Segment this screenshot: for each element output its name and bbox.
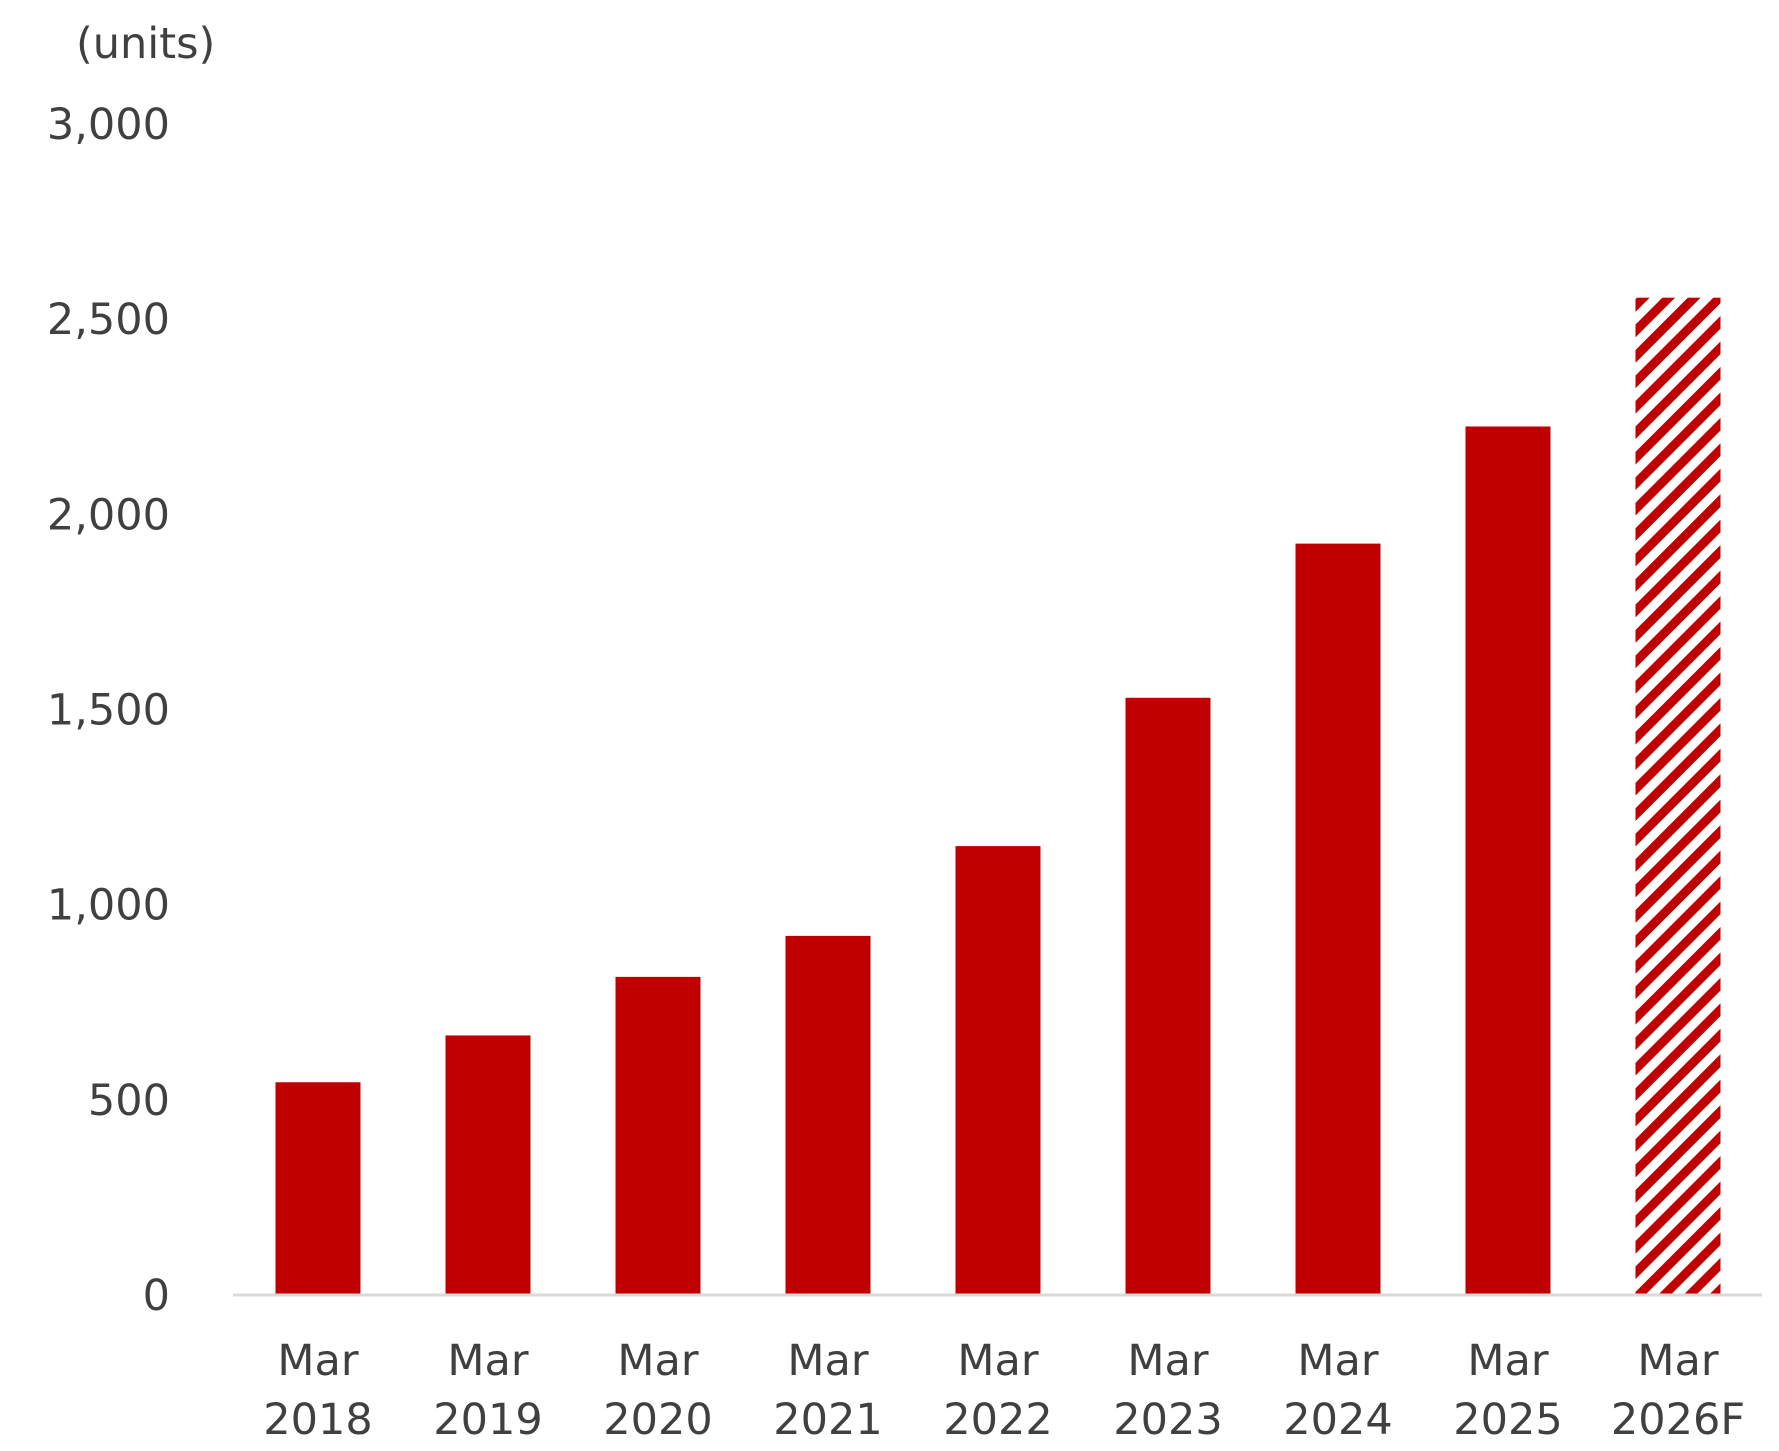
x-tick-label-month: Mar bbox=[1127, 1336, 1208, 1386]
x-tick-label-year: 2021 bbox=[773, 1395, 882, 1445]
y-tick-label: 0 bbox=[143, 1271, 170, 1321]
bar bbox=[955, 846, 1041, 1295]
bar bbox=[615, 976, 701, 1295]
x-tick-label-year: 2020 bbox=[603, 1395, 712, 1445]
x-tick-label-year: 2024 bbox=[1283, 1395, 1392, 1445]
y-tick-label: 500 bbox=[88, 1076, 170, 1126]
unit-label: (units) bbox=[76, 19, 215, 69]
y-tick-label: 3,000 bbox=[47, 100, 170, 150]
bar bbox=[785, 935, 871, 1295]
x-tick-label-year: 2023 bbox=[1113, 1395, 1222, 1445]
bar bbox=[1465, 426, 1551, 1296]
x-tick-label-month: Mar bbox=[1467, 1336, 1548, 1386]
x-axis-category-labels: Mar 2018 Mar 2019 Mar 2020 Mar 2021 Mar 2022 Mar 20… bbox=[263, 1336, 1745, 1445]
bar bbox=[445, 1035, 531, 1295]
bar bbox=[275, 1082, 361, 1295]
y-tick-label: 2,500 bbox=[47, 295, 170, 345]
x-tick-label-year: 2019 bbox=[433, 1395, 542, 1445]
bar bbox=[1295, 543, 1381, 1295]
x-tick-label-year: 2018 bbox=[263, 1395, 372, 1445]
bar bbox=[1125, 697, 1211, 1295]
y-tick-label: 2,000 bbox=[47, 490, 170, 540]
x-tick-label-month: Mar bbox=[1637, 1336, 1718, 1386]
x-tick-label-year: 2025 bbox=[1453, 1395, 1562, 1445]
x-tick-label-month: Mar bbox=[617, 1336, 698, 1386]
y-tick-label: 1,000 bbox=[47, 881, 170, 931]
x-tick-label-month: Mar bbox=[957, 1336, 1038, 1386]
x-tick-label-year: 2026F bbox=[1611, 1395, 1745, 1445]
x-tick-label-month: Mar bbox=[277, 1336, 358, 1386]
x-tick-label-month: Mar bbox=[447, 1336, 528, 1386]
bars bbox=[275, 297, 1721, 1296]
x-tick-label-month: Mar bbox=[1297, 1336, 1378, 1386]
forecast-bar bbox=[1635, 297, 1721, 1295]
y-tick-label: 1,500 bbox=[47, 686, 170, 736]
x-tick-label-month: Mar bbox=[787, 1336, 868, 1386]
y-axis-tick-labels: 0 500 1,000 1,500 2,000 2,500 3,000 bbox=[47, 100, 170, 1321]
x-tick-label-year: 2022 bbox=[943, 1395, 1052, 1445]
